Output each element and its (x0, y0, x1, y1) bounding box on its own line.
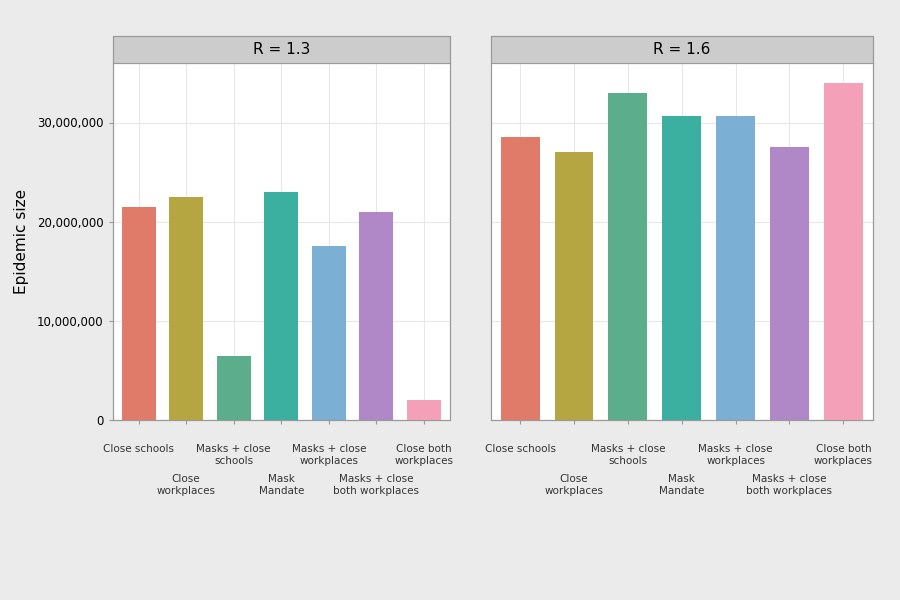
Text: Close
workplaces: Close workplaces (157, 474, 216, 496)
Bar (554, 152, 593, 420)
Bar (217, 356, 251, 420)
Bar (608, 93, 647, 420)
Text: Masks + close
workplaces: Masks + close workplaces (698, 444, 773, 466)
Text: Close both
workplaces: Close both workplaces (394, 444, 454, 466)
Bar (359, 212, 393, 420)
Bar (824, 83, 863, 420)
Bar (662, 116, 701, 420)
Y-axis label: Epidemic size: Epidemic size (14, 189, 29, 294)
Bar (770, 147, 809, 420)
Text: R = 1.6: R = 1.6 (653, 42, 710, 57)
Bar (500, 137, 539, 420)
Text: Close schools: Close schools (484, 444, 555, 454)
Bar (169, 197, 203, 420)
Text: Masks + close
schools: Masks + close schools (196, 444, 271, 466)
Text: Mask
Mandate: Mask Mandate (659, 474, 705, 496)
Bar (264, 192, 299, 420)
Text: Masks + close
both workplaces: Masks + close both workplaces (746, 474, 832, 496)
Bar (311, 247, 346, 420)
Text: Close both
workplaces: Close both workplaces (814, 444, 873, 466)
Text: Close schools: Close schools (104, 444, 174, 454)
Text: Mask
Mandate: Mask Mandate (258, 474, 304, 496)
Bar (716, 116, 755, 420)
Text: Close
workplaces: Close workplaces (544, 474, 604, 496)
Text: R = 1.3: R = 1.3 (253, 42, 310, 57)
Bar (407, 400, 441, 420)
Bar (122, 207, 156, 420)
Text: Masks + close
both workplaces: Masks + close both workplaces (333, 474, 419, 496)
Text: Masks + close
workplaces: Masks + close workplaces (292, 444, 366, 466)
Text: Masks + close
schools: Masks + close schools (590, 444, 665, 466)
